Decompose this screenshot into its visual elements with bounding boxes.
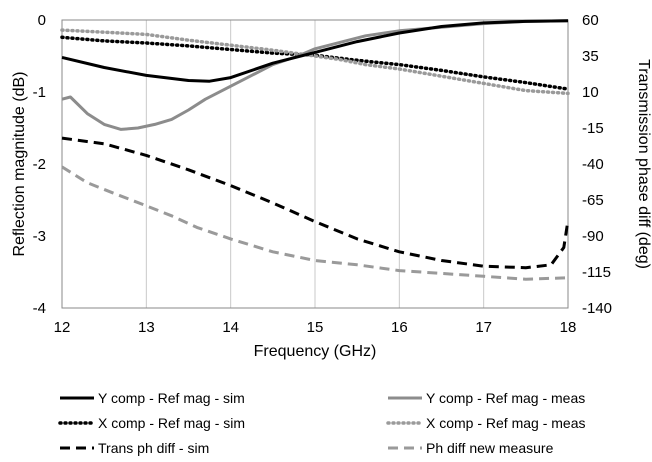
y-right-axis-ticks: 60 35 10 -15 -40 -65 -90 -115 -140	[582, 12, 612, 317]
x-tick-label: 14	[222, 319, 239, 336]
y-right-tick-label: -115	[582, 264, 611, 281]
y-left-tick-label: 0	[38, 12, 46, 29]
y-left-tick-label: -2	[33, 156, 46, 173]
legend-label: Y comp - Ref mag - sim	[98, 390, 245, 406]
y-right-tick-label: -65	[582, 192, 604, 209]
x-tick-label: 18	[560, 319, 577, 336]
y-right-tick-label: -140	[582, 300, 612, 317]
x-tick-label: 15	[307, 319, 324, 336]
y-right-tick-label: 10	[582, 84, 599, 101]
x-tick-label: 17	[475, 319, 492, 336]
legend-label: X comp - Ref mag - meas	[426, 415, 586, 431]
legend-label: X comp - Ref mag - sim	[98, 415, 245, 431]
x-tick-label: 13	[138, 319, 155, 336]
y-right-tick-label: -15	[582, 120, 604, 137]
series-layer	[60, 19, 570, 281]
y-left-tick-label: -1	[33, 84, 46, 101]
y-left-axis-ticks: 0 -1 -2 -3 -4	[33, 12, 46, 317]
x-axis-ticks: 12 13 14 15 16 17 18	[54, 319, 577, 336]
series-line-3	[60, 28, 570, 96]
x-axis-label: Frequency (GHz)	[254, 343, 377, 360]
y-right-tick-label: 35	[582, 48, 599, 65]
x-tick-label: 16	[391, 319, 408, 336]
y-right-tick-label: -40	[582, 156, 604, 173]
legend-label: Trans ph diff - sim	[98, 440, 209, 456]
y-right-tick-label: 60	[582, 12, 599, 29]
grid-lines	[61, 20, 569, 308]
x-tick-label: 12	[54, 319, 71, 336]
series-line-0	[61, 19, 569, 83]
y-right-axis-label: Transmission phase diff (deg)	[635, 59, 652, 269]
legend: Y comp - Ref mag - sim Y comp - Ref mag -…	[58, 390, 586, 456]
series-line-5	[61, 165, 569, 281]
y-left-axis-label: Reflection magnitude (dB)	[11, 72, 28, 257]
y-right-tick-label: -90	[582, 228, 604, 245]
y-left-tick-label: -4	[33, 300, 46, 317]
plot-area	[61, 19, 569, 309]
legend-label: Ph diff new measure	[426, 440, 554, 456]
series-line-4	[61, 136, 570, 270]
y-left-tick-label: -3	[33, 228, 46, 245]
legend-label: Y comp - Ref mag - meas	[426, 390, 585, 406]
